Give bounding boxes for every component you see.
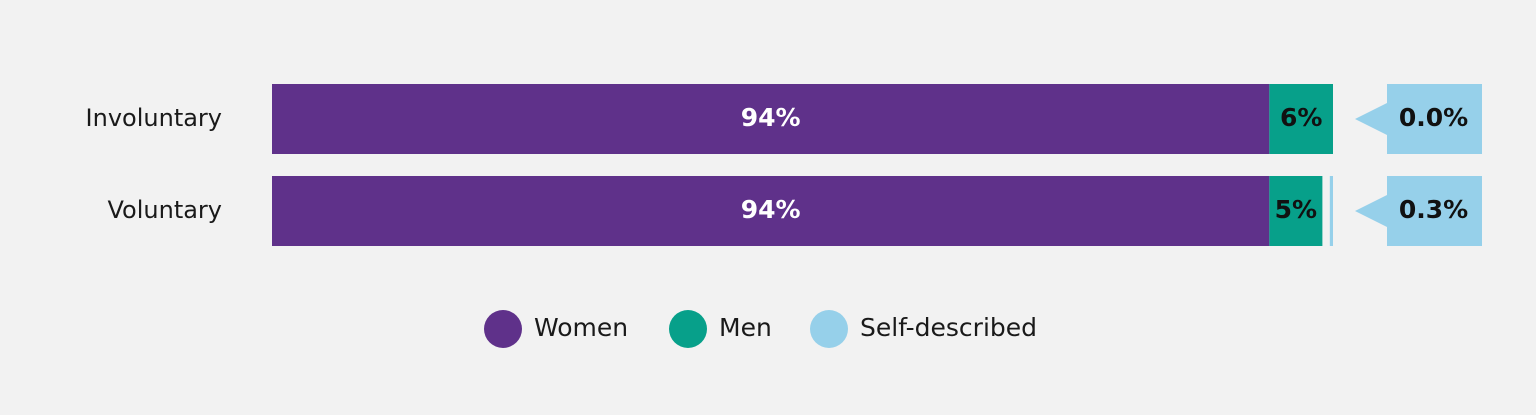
data-label-men-involuntary: 6% [1280, 103, 1322, 132]
data-label-women-voluntary: 94% [741, 195, 801, 224]
data-label-self-described-involuntary: 0.0% [1399, 103, 1468, 132]
category-label-voluntary: Voluntary [107, 196, 222, 224]
legend-swatch-women [484, 310, 522, 348]
category-label-involuntary: Involuntary [86, 104, 222, 132]
bar-men-involuntary [1269, 84, 1333, 154]
bar-men-voluntary [1269, 176, 1323, 246]
bar-self-described-voluntary [1329, 176, 1333, 246]
bar-women-voluntary [272, 176, 1270, 246]
legend-label-self-described: Self-described [860, 313, 1037, 342]
legend-swatch-self-described [810, 310, 848, 348]
callout-box-voluntary [1387, 176, 1482, 246]
data-label-women-involuntary: 94% [741, 103, 801, 132]
legend-swatch-men [669, 310, 707, 348]
bar-women-involuntary [272, 84, 1270, 154]
callout-box-involuntary [1387, 84, 1482, 154]
callout-pointer-voluntary [1355, 194, 1389, 228]
bars-layer: Involuntary 94% 6% 0.0% Voluntary 94% 5% 0.3% [86, 84, 1482, 246]
data-label-men-voluntary: 5% [1275, 195, 1317, 224]
legend-label-women: Women [534, 313, 628, 342]
data-label-self-described-voluntary: 0.3% [1399, 195, 1468, 224]
callout-pointer-involuntary [1355, 102, 1389, 136]
legend: Women Men Self-described [484, 310, 1037, 348]
legend-label-men: Men [719, 313, 772, 342]
